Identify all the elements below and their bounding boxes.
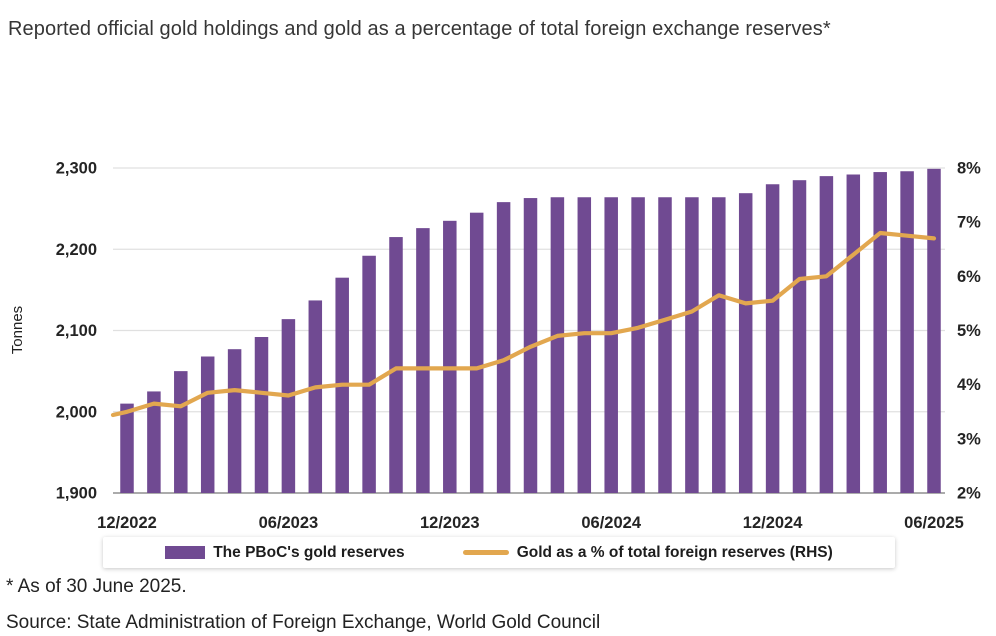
gold-reserves-bar xyxy=(469,212,484,493)
x-axis-tick-label: 06/2025 xyxy=(904,514,964,532)
right-axis-tick-label: 8% xyxy=(957,160,981,178)
gold-reserves-bar xyxy=(900,171,914,493)
x-axis-tick-label: 06/2023 xyxy=(259,514,319,532)
gold-reserves-bar xyxy=(308,300,323,493)
gold-reserves-bar xyxy=(174,371,188,493)
gold-reserves-bar xyxy=(200,356,215,493)
gold-reserves-bar xyxy=(389,237,403,493)
right-axis-tick-label: 7% xyxy=(957,214,981,232)
source-line: Source: State Administration of Foreign … xyxy=(6,612,601,633)
bar-series-label: The PBoC's gold reserves xyxy=(213,543,405,561)
gold-reserves-bar xyxy=(281,319,296,493)
gold-reserves-bar xyxy=(443,220,457,493)
gold-reserves-bar xyxy=(765,184,780,493)
gold-reserves-bar xyxy=(496,202,511,493)
gold-reserves-bar xyxy=(120,403,134,493)
gold-reserves-bar xyxy=(846,174,861,493)
gold-percent-line xyxy=(110,230,937,418)
gold-reserves-bar xyxy=(416,228,430,493)
gold-reserves-bar xyxy=(550,197,565,493)
gold-holdings-chart: 1,900 2,000 2,100 2,200 2,300 2% 3% 4% 5% 6% 7% 8% T… xyxy=(0,140,996,550)
y-axis-title: Tonnes xyxy=(9,306,26,354)
right-axis-tick-label: 6% xyxy=(957,268,981,286)
right-axis-tick-label: 3% xyxy=(957,430,981,448)
gold-reserves-bar xyxy=(577,197,592,493)
gold-reserves-bar xyxy=(254,337,269,493)
gold-reserves-bar xyxy=(819,176,834,493)
gold-reserves-bar xyxy=(631,197,645,493)
gold-reserves-bar xyxy=(873,172,887,493)
left-axis-tick-label: 2,300 xyxy=(56,160,97,178)
gold-reserves-bar xyxy=(147,391,161,493)
left-axis-tick-label: 2,200 xyxy=(56,241,97,259)
line-series-label: Gold as a % of total foreign reserves (R… xyxy=(516,543,833,561)
left-axis-tick-label: 2,000 xyxy=(56,403,97,421)
line-series-swatch xyxy=(462,550,509,555)
gold-reserves-bar xyxy=(927,168,941,493)
x-axis-tick-label: 12/2023 xyxy=(420,514,480,532)
right-axis-tick-label: 2% xyxy=(957,485,981,503)
gold-reserves-bar xyxy=(227,349,242,493)
right-axis-tick-label: 5% xyxy=(957,322,981,340)
chart-legend: The PBoC's gold reserves Gold as a % of … xyxy=(103,537,895,568)
gold-reserves-bar xyxy=(658,197,672,493)
gold-reserves-bar xyxy=(604,197,618,493)
left-axis-tick-label: 1,900 xyxy=(56,485,97,503)
gold-reserves-bar xyxy=(685,197,699,493)
right-axis-tick-label: 4% xyxy=(957,376,981,394)
bar-series-swatch xyxy=(165,546,206,559)
gold-reserves-bar xyxy=(362,255,376,493)
x-axis-tick-label: 12/2022 xyxy=(97,514,157,532)
x-axis-tick-label: 06/2024 xyxy=(581,514,641,532)
gold-reserves-bar xyxy=(738,193,753,493)
gold-reserves-bar xyxy=(712,197,726,493)
chart-canvas: 1,900 2,000 2,100 2,200 2,300 2% 3% 4% 5% 6% 7% 8% T… xyxy=(9,160,981,533)
legend-item-gold-percent: Gold as a % of total foreign reserves (R… xyxy=(462,543,833,562)
footnote: * As of 30 June 2025. xyxy=(6,576,187,597)
page-title: Reported official gold holdings and gold… xyxy=(8,18,831,40)
gold-reserves-bar xyxy=(792,180,807,493)
legend-item-gold-reserves: The PBoC's gold reserves xyxy=(165,543,405,562)
x-axis-tick-label: 12/2024 xyxy=(743,514,803,532)
left-axis-tick-label: 2,100 xyxy=(56,322,97,340)
